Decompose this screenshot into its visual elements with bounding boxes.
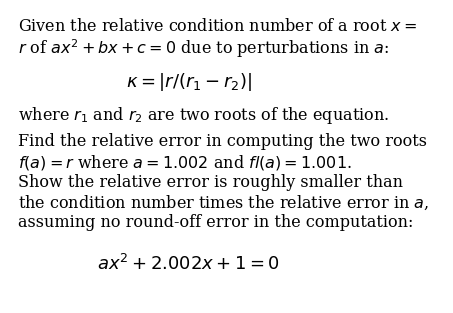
- Text: $f(a) = r$ where $a = 1.002$ and $fl(a) = 1.001$.: $f(a) = r$ where $a = 1.002$ and $fl(a) …: [18, 153, 352, 172]
- Text: $\kappa = |r/(r_1 - r_2)|$: $\kappa = |r/(r_1 - r_2)|$: [125, 71, 251, 93]
- Text: Find the relative error in computing the two roots: Find the relative error in computing the…: [18, 133, 427, 150]
- Text: the condition number times the relative error in $a$,: the condition number times the relative …: [18, 194, 429, 212]
- Text: assuming no round-off error in the computation:: assuming no round-off error in the compu…: [18, 214, 414, 231]
- Text: $r$ of $ax^2 + bx + c = 0$ due to perturbations in $a$:: $r$ of $ax^2 + bx + c = 0$ due to pertur…: [18, 37, 390, 60]
- Text: Given the relative condition number of a root $x =$: Given the relative condition number of a…: [18, 18, 417, 35]
- Text: Show the relative error is roughly smaller than: Show the relative error is roughly small…: [18, 174, 403, 191]
- Text: where $r_1$ and $r_2$ are two roots of the equation.: where $r_1$ and $r_2$ are two roots of t…: [18, 105, 390, 126]
- Text: $ax^2 + 2.002x + 1 = 0$: $ax^2 + 2.002x + 1 = 0$: [97, 254, 280, 274]
